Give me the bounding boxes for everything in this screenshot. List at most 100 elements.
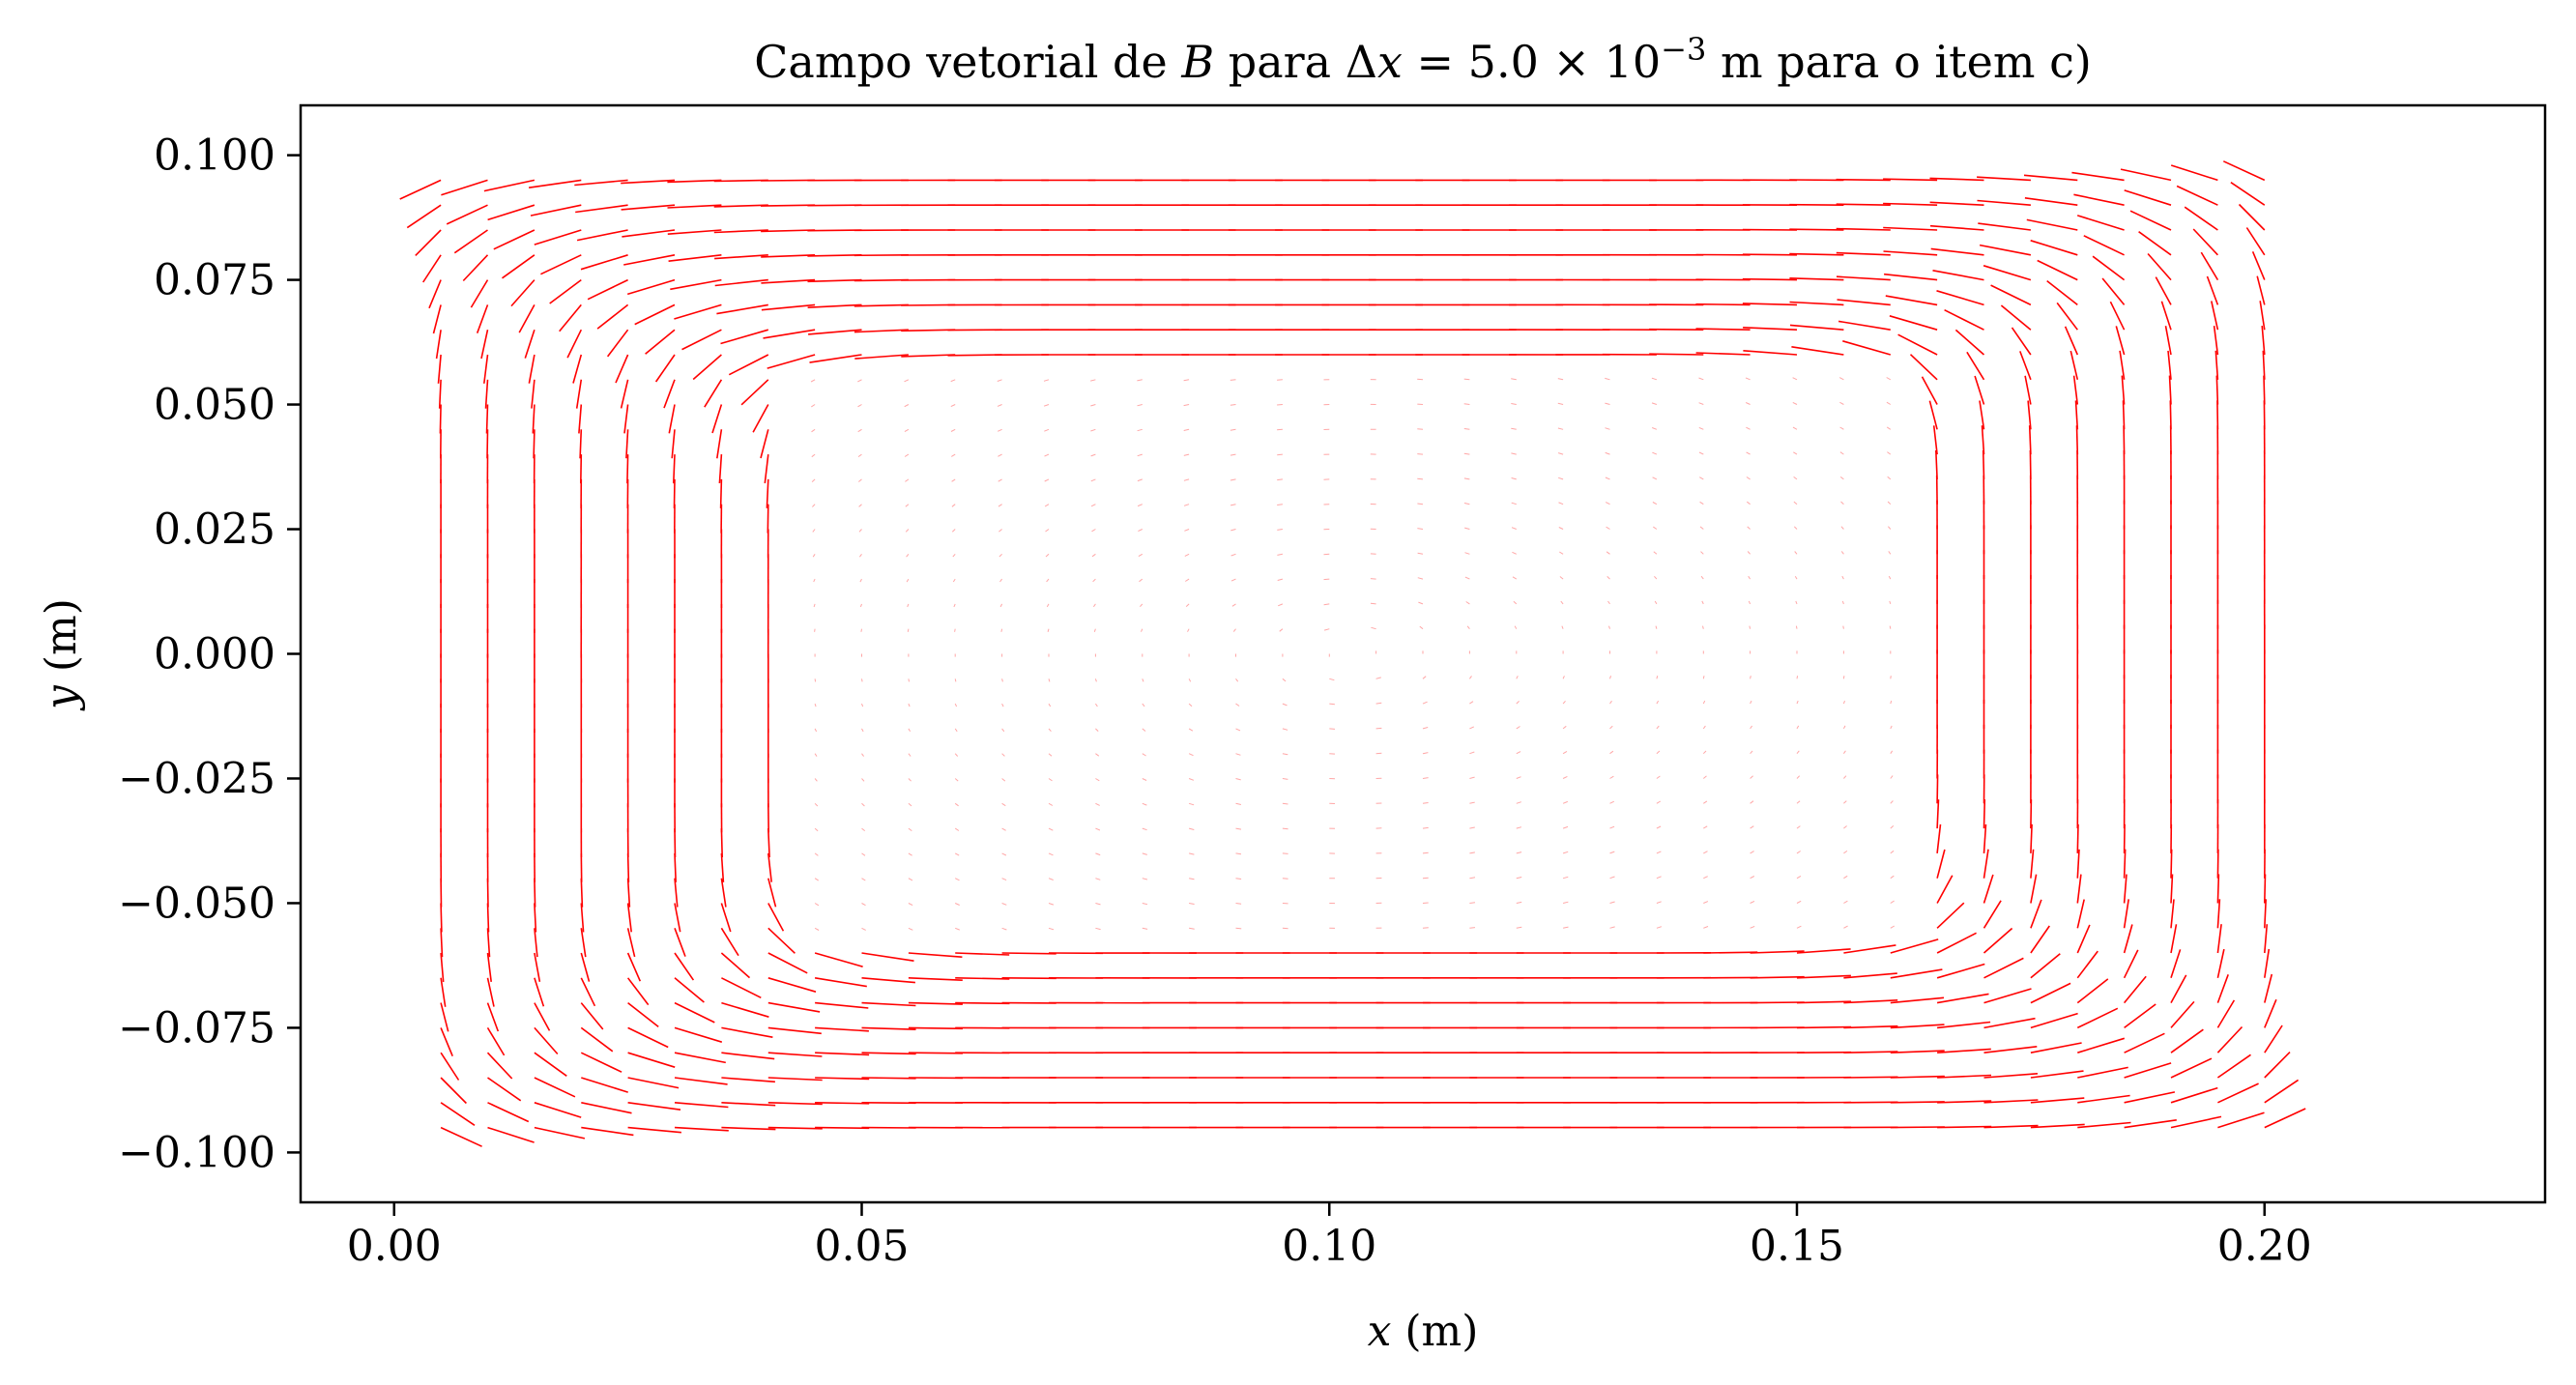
- field-arrow: [488, 1003, 499, 1031]
- field-arrow: [581, 255, 628, 270]
- field-arrow: [1423, 728, 1428, 729]
- field-arrow: [488, 1027, 505, 1055]
- field-arrow: [1324, 579, 1330, 580]
- field-arrow: [2171, 949, 2181, 977]
- field-arrow: [1748, 527, 1751, 530]
- field-arrow: [955, 629, 956, 632]
- field-arrow: [1184, 429, 1189, 430]
- field-arrow: [2265, 875, 2266, 904]
- field-arrow: [815, 803, 818, 806]
- field-arrow: [1002, 704, 1004, 707]
- field-arrow: [1517, 827, 1521, 828]
- field-arrow: [675, 828, 676, 857]
- field-arrow: [1891, 801, 1894, 804]
- field-arrow: [1699, 403, 1704, 405]
- field-arrow: [955, 704, 956, 707]
- field-arrow: [2025, 376, 2031, 405]
- field-arrow: [854, 304, 909, 305]
- field-arrow: [1558, 453, 1563, 455]
- field-arrow: [1138, 405, 1143, 406]
- field-arrow: [952, 530, 955, 533]
- field-arrow: [1045, 454, 1050, 456]
- field-arrow: [487, 429, 488, 458]
- field-arrow: [581, 928, 586, 957]
- field-arrow: [675, 1053, 726, 1062]
- field-arrow: [807, 230, 861, 231]
- field-arrow: [1797, 751, 1799, 754]
- field-arrow: [1984, 1100, 2039, 1103]
- field-arrow: [2031, 824, 2032, 853]
- field-arrow: [1049, 754, 1052, 757]
- field-arrow: [768, 1078, 823, 1081]
- field-arrow: [1610, 851, 1615, 853]
- field-arrow: [1049, 779, 1053, 781]
- field-arrow: [1795, 576, 1797, 579]
- field-arrow: [1418, 553, 1423, 554]
- field-arrow: [1703, 726, 1705, 729]
- field-arrow: [2217, 1083, 2258, 1103]
- field-arrow: [1606, 503, 1609, 505]
- field-arrow: [1751, 926, 1755, 928]
- field-arrow: [1702, 601, 1704, 604]
- field-arrow: [715, 280, 768, 286]
- field-arrow: [998, 405, 1002, 407]
- field-arrow: [999, 505, 1002, 506]
- field-arrow: [1464, 429, 1470, 430]
- field-arrow: [1189, 828, 1194, 829]
- field-arrow: [721, 1027, 772, 1037]
- field-arrow: [721, 828, 722, 857]
- field-arrow: [862, 1078, 916, 1079]
- field-arrow: [674, 304, 721, 319]
- field-arrow: [1797, 851, 1801, 853]
- field-arrow: [488, 1128, 535, 1142]
- field-arrow: [1797, 801, 1800, 804]
- field-arrow: [1699, 477, 1703, 479]
- field-arrow: [2047, 281, 2078, 305]
- field-arrow: [2217, 875, 2218, 904]
- field-arrow: [909, 779, 912, 782]
- field-arrow: [808, 280, 862, 282]
- field-arrow: [2125, 1033, 2165, 1053]
- field-arrow: [1790, 303, 1844, 305]
- field-arrow: [1937, 933, 1977, 953]
- field-arrow: [1749, 601, 1750, 604]
- field-arrow: [628, 1128, 681, 1133]
- field-arrow: [1376, 728, 1382, 729]
- field-arrow: [1843, 751, 1845, 754]
- field-arrow: [535, 230, 582, 245]
- field-arrow: [447, 205, 487, 224]
- field-arrow: [626, 429, 628, 458]
- field-arrow: [1750, 626, 1751, 629]
- field-arrow: [535, 953, 540, 982]
- field-arrow: [1789, 229, 1843, 230]
- y-tick-label: 0.025: [154, 505, 275, 555]
- field-arrow: [2217, 1000, 2234, 1028]
- field-arrow: [1842, 601, 1843, 604]
- field-arrow: [810, 355, 862, 362]
- field-arrow: [2077, 1096, 2129, 1103]
- field-arrow: [1283, 678, 1286, 681]
- field-arrow: [1703, 902, 1708, 904]
- field-arrow: [1189, 928, 1195, 929]
- field-arrow: [1984, 824, 1986, 853]
- field-arrow: [1984, 958, 2024, 977]
- field-arrow: [1329, 704, 1335, 705]
- field-arrow: [815, 729, 817, 732]
- field-arrow: [628, 879, 630, 908]
- field-arrow: [2077, 425, 2078, 454]
- field-arrow: [1230, 405, 1236, 406]
- field-arrow: [1889, 576, 1891, 579]
- field-arrow: [1138, 505, 1143, 506]
- field-arrow: [2121, 169, 2171, 180]
- field-arrow: [1002, 879, 1007, 880]
- field-arrow: [1653, 503, 1657, 505]
- field-arrow: [488, 928, 490, 957]
- field-arrow: [1610, 676, 1611, 678]
- field-arrow: [1423, 778, 1429, 779]
- field-arrow: [2070, 351, 2077, 380]
- field-arrow: [815, 1103, 869, 1104]
- field-arrow: [1049, 704, 1051, 707]
- field-arrow: [2031, 1071, 2084, 1078]
- field-arrow: [1657, 877, 1662, 879]
- field-arrow: [1789, 205, 1843, 206]
